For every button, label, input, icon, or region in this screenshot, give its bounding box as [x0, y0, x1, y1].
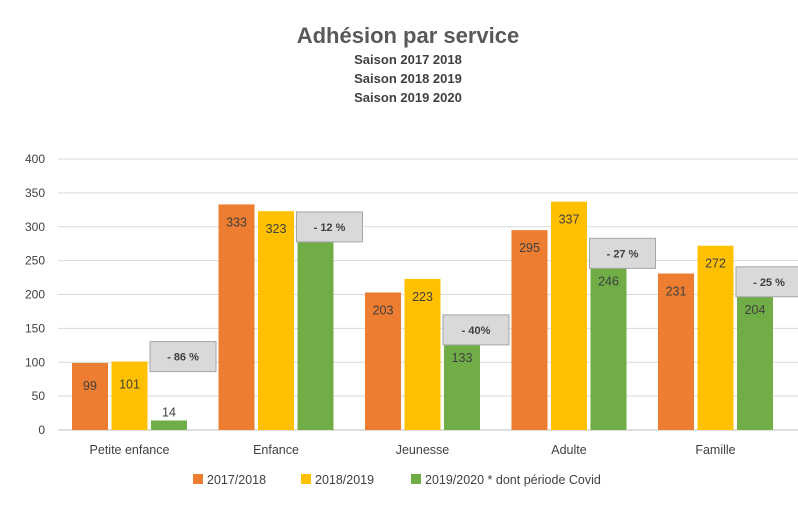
y-tick-label-100: 100 [25, 355, 45, 369]
bar-famille-2017-2018 [658, 273, 694, 430]
bar-petite-enfance-2017-2018 [72, 362, 108, 430]
annotation-box-adulte [589, 237, 656, 269]
bar-enfance-2017-2018 [218, 204, 255, 430]
annotation-box-enfance [296, 211, 363, 243]
bar-famille-2018-2019 [697, 245, 734, 430]
legend-label-1: 2018/2019 [315, 473, 374, 487]
bar-jeunesse-2017-2018 [365, 292, 401, 430]
bar-enfance-2019-2020 [297, 236, 334, 430]
data-label-jeunesse-2: 133 [452, 351, 473, 365]
bar-jeunesse-2018-2019 [404, 278, 441, 430]
x-tick-label-famille: Famille [695, 443, 735, 457]
bar-adulte-2017-2018 [511, 230, 548, 430]
x-tick-label-jeunesse: Jeunesse [396, 443, 450, 457]
data-label-famille-0: 231 [666, 284, 687, 298]
annotation-box-famille [735, 266, 798, 298]
bar-enfance-2018-2019 [258, 211, 294, 430]
annotation-box-petite-enfance [149, 341, 217, 373]
x-tick-label-adulte: Adulte [551, 443, 586, 457]
bar-jeunesse-2019-2020 [444, 339, 480, 430]
annotation-text-enfance: - 12 % [314, 222, 346, 234]
y-tick-label-50: 50 [32, 389, 46, 403]
y-tick-label-250: 250 [25, 254, 45, 268]
data-label-adulte-1: 337 [559, 213, 580, 227]
legend-swatch-1 [301, 474, 311, 484]
data-label-petite-enfance-1: 101 [119, 378, 140, 392]
annotation-box-jeunesse [442, 314, 510, 346]
bar-adulte-2019-2020 [590, 263, 627, 430]
bar-famille-2019-2020 [737, 291, 773, 430]
y-tick-label-200: 200 [25, 288, 45, 302]
data-label-famille-2: 204 [745, 303, 766, 317]
data-label-adulte-2: 246 [598, 274, 619, 288]
bar-petite-enfance-2019-2020 [151, 420, 187, 430]
bar-adulte-2018-2019 [551, 201, 587, 430]
legend-label-0: 2017/2018 [207, 473, 266, 487]
data-label-adulte-0: 295 [519, 241, 540, 255]
y-tick-label-150: 150 [25, 321, 45, 335]
legend-label-2: 2019/2020 * dont période Covid [425, 473, 601, 487]
annotation-text-adulte: - 27 % [607, 248, 639, 260]
x-tick-label-enfance: Enfance [253, 443, 299, 457]
title-block: Adhésion par service Saison 2017 2018 Sa… [0, 22, 798, 107]
y-tick-label-300: 300 [25, 220, 45, 234]
y-tick-label-400: 400 [25, 152, 45, 166]
annotation-text-jeunesse: - 40% [462, 325, 491, 337]
annotation-text-petite-enfance: - 86 % [167, 352, 199, 364]
chart-title: Adhésion par service [296, 23, 520, 48]
legend-swatch-2 [411, 474, 421, 484]
y-tick-label-0: 0 [38, 423, 45, 437]
legend-swatch-0 [193, 474, 203, 484]
y-tick-label-350: 350 [25, 186, 45, 200]
data-label-petite-enfance-2: 14 [162, 406, 176, 420]
data-label-jeunesse-0: 203 [373, 303, 394, 317]
annotation-text-famille: - 25 % [753, 277, 785, 289]
data-label-petite-enfance-0: 99 [83, 379, 97, 393]
data-label-enfance-1: 323 [266, 222, 287, 236]
chart-subtitle-1: Saison 2017 2018 [354, 52, 462, 67]
data-label-jeunesse-1: 223 [412, 290, 433, 304]
data-label-enfance-0: 333 [226, 215, 247, 229]
x-tick-label-petite-enfance: Petite enfance [90, 443, 170, 457]
data-label-famille-1: 272 [705, 257, 726, 271]
chart-subtitle-2: Saison 2018 2019 [354, 71, 462, 86]
bar-petite-enfance-2018-2019 [111, 361, 148, 430]
chart-subtitle-3: Saison 2019 2020 [354, 90, 462, 105]
